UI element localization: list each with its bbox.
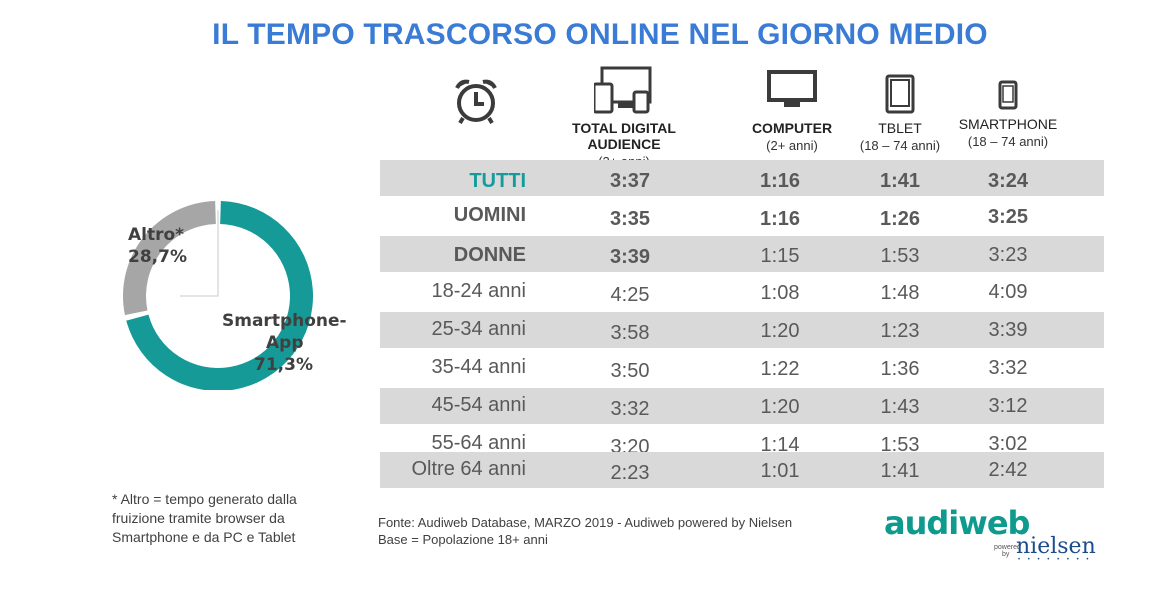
row-label: 55-64 anni [431,432,526,454]
tablet-icon [885,74,915,114]
cell-computer: 1:08 [760,282,800,304]
table-row-tutti: TUTTI 3:37 1:16 1:41 3:24 [380,160,1104,196]
col-sub-tablet: (18 – 74 anni) [859,138,941,153]
donut-chart [122,201,313,390]
col-header-computer: COMPUTER (2+ anni) [742,70,842,153]
table-row-45-54: 45-54 anni 3:32 1:20 1:43 3:12 [380,388,1104,424]
cell-tablet: 1:36 [880,358,920,380]
alarm-clock-icon [455,79,497,125]
cell-computer: 1:01 [760,460,800,482]
footnote-line: fruizione tramite browser da [112,510,285,526]
cell-tablet: 1:41 [879,170,921,192]
cell-total: 3:39 [609,246,651,268]
cell-smartphone: 4:09 [988,281,1028,303]
cell-smartphone: 3:25 [987,206,1029,228]
cell-computer: 1:22 [760,358,800,380]
row-label: 25-34 anni [431,318,526,340]
cell-tablet: 1:26 [879,208,921,230]
row-label: DONNE [453,244,526,266]
donut-center-lines [180,210,219,297]
col-sub-computer: (2+ anni) [766,138,818,153]
multi-device-icon [594,66,652,114]
cell-smartphone: 3:02 [988,433,1028,455]
cell-smartphone: 3:23 [988,244,1028,266]
slice-label-smartphone: Smartphone- App 71,3% [222,310,352,376]
cell-smartphone: 3:24 [987,170,1029,192]
row-label: UOMINI [453,204,526,226]
clock-header [450,76,502,126]
row-label: Oltre 64 anni [411,458,526,480]
cell-total: 3:35 [609,208,651,230]
logo-dots: • • • • • • • • [1018,557,1092,563]
table-row-donne: DONNE 3:39 1:15 1:53 3:23 [380,236,1104,272]
footnote-line: * Altro = tempo generato dalla [112,491,297,507]
col-header-total: TOTAL DIGITAL AUDIENCE (2+ anni) [534,66,714,169]
smartphone-icon [998,80,1018,110]
cell-total: 3:32 [610,398,650,420]
col-label-tablet: TBLET [878,120,922,136]
cell-computer: 1:14 [760,434,800,456]
cell-computer: 1:16 [759,208,801,230]
footnote: * Altro = tempo generato dalla fruizione… [112,490,362,547]
cell-tablet: 1:48 [880,282,920,304]
cell-total: 3:50 [610,360,650,382]
cell-smartphone: 2:42 [988,459,1028,481]
source-note: Fonte: Audiweb Database, MARZO 2019 - Au… [378,514,792,548]
logo-powered-text: powered by [994,544,1021,558]
col-label-computer: COMPUTER [751,120,833,136]
table-row-25-34: 25-34 anni 3:58 1:20 1:23 3:39 [380,312,1104,348]
col-label-smartphone: SMARTPHONE [958,116,1058,132]
table-row-55-64: 55-64 anni 3:20 1:14 1:53 3:02 [380,426,1104,462]
page-title: IL TEMPO TRASCORSO ONLINE NEL GIORNO MED… [212,18,988,51]
cell-tablet: 1:43 [880,396,920,418]
table-row-35-44: 35-44 anni 3:50 1:22 1:36 3:32 [380,350,1104,386]
logo-by: by [1002,551,1010,558]
slice-value-smartphone: 71,3% [254,355,313,375]
table-row-uomini: UOMINI 3:35 1:16 1:26 3:25 [380,198,1104,234]
logo-nielsen-text: nielsen [1016,534,1096,559]
audiweb-logo: audiweb powered by nielsen • • • • • • • … [884,504,1104,564]
slice-name-smartphone-1: Smartphone- [222,311,347,331]
row-label: 45-54 anni [431,394,526,416]
cell-total: 2:23 [610,462,650,484]
cell-smartphone: 3:39 [988,319,1028,341]
monitor-icon [767,70,817,107]
col-header-tablet: TBLET (18 – 74 anni) [850,74,950,153]
cell-total: 3:37 [609,170,651,192]
row-label: 35-44 anni [431,356,526,378]
slice-value-altro: 28,7% [128,247,187,267]
slice-name-smartphone-2: App [266,333,304,353]
row-label: 18-24 anni [431,280,526,302]
cell-computer: 1:20 [760,396,800,418]
cell-computer: 1:20 [760,320,800,342]
row-label: TUTTI [469,170,526,192]
col-sub-smartphone: (18 – 74 anni) [967,134,1049,149]
cell-tablet: 1:53 [880,245,920,267]
col-header-smartphone: SMARTPHONE (18 – 74 anni) [958,80,1058,149]
source-line: Fonte: Audiweb Database, MARZO 2019 - Au… [378,515,793,530]
logo-audiweb-text: audiweb [884,504,1030,542]
cell-tablet: 1:53 [880,434,920,456]
slice-label-altro: Altro* 28,7% [128,224,187,268]
cell-computer: 1:15 [760,245,800,267]
cell-tablet: 1:23 [880,320,920,342]
cell-total: 3:58 [610,322,650,344]
logo-powered: powered [994,544,1021,551]
cell-tablet: 1:41 [880,460,920,482]
footnote-line: Smartphone e da PC e Tablet [112,529,296,545]
cell-total: 4:25 [610,284,650,306]
donut-slice-altro [122,201,216,316]
cell-smartphone: 3:12 [988,395,1028,417]
cell-computer: 1:16 [759,170,801,192]
table-row-oltre-64: Oltre 64 anni 2:23 1:01 1:41 2:42 [380,452,1104,488]
table-row-18-24: 18-24 anni 4:25 1:08 1:48 4:09 [380,274,1104,310]
col-label-total: TOTAL DIGITAL AUDIENCE [572,120,676,152]
cell-smartphone: 3:32 [988,357,1028,379]
slice-name-altro: Altro* [128,225,185,245]
source-line: Base = Popolazione 18+ anni [378,532,548,547]
